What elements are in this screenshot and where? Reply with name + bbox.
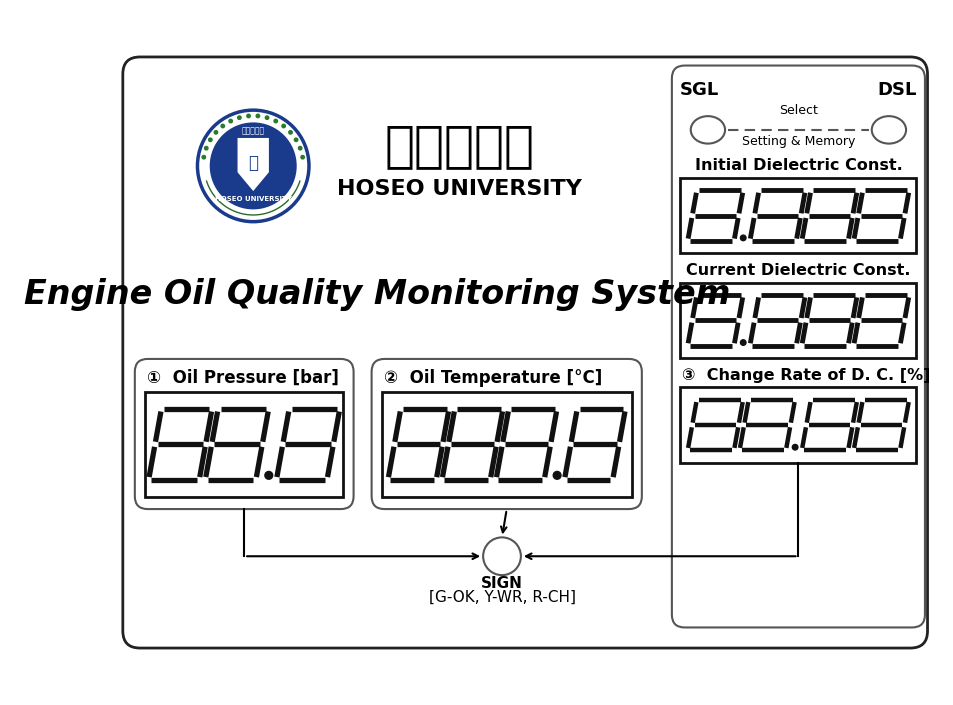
- Circle shape: [265, 116, 269, 119]
- Text: Initial Dielectric Const.: Initial Dielectric Const.: [694, 159, 902, 173]
- Text: ③  Change Rate of D. C. [%]: ③ Change Rate of D. C. [%]: [681, 368, 929, 383]
- Ellipse shape: [690, 116, 724, 144]
- Circle shape: [289, 130, 292, 134]
- Text: ①  Oil Pressure [bar]: ① Oil Pressure [bar]: [147, 369, 338, 387]
- Circle shape: [482, 537, 520, 575]
- Circle shape: [237, 116, 241, 119]
- Bar: [679, 178, 916, 253]
- Circle shape: [740, 235, 745, 240]
- Text: Select: Select: [779, 104, 817, 116]
- Circle shape: [265, 472, 273, 479]
- Circle shape: [247, 114, 250, 118]
- Circle shape: [553, 472, 560, 479]
- Circle shape: [740, 340, 745, 345]
- Text: ⛉: ⛉: [248, 154, 258, 172]
- Circle shape: [298, 147, 301, 150]
- Bar: [145, 391, 343, 497]
- Text: SIGN: SIGN: [480, 576, 522, 591]
- Bar: [679, 283, 916, 358]
- Bar: [679, 387, 916, 462]
- Circle shape: [300, 156, 304, 159]
- Circle shape: [221, 124, 224, 128]
- Circle shape: [229, 119, 233, 123]
- Text: ②  Oil Temperature [°C]: ② Oil Temperature [°C]: [383, 369, 601, 387]
- Circle shape: [197, 110, 309, 221]
- Text: 호서대학교: 호서대학교: [384, 122, 534, 170]
- Text: Current Dielectric Const.: Current Dielectric Const.: [685, 263, 910, 278]
- Bar: [381, 391, 631, 497]
- FancyBboxPatch shape: [372, 359, 641, 509]
- Text: Engine Oil Quality Monitoring System: Engine Oil Quality Monitoring System: [25, 278, 730, 311]
- Circle shape: [274, 119, 277, 123]
- Text: Setting & Memory: Setting & Memory: [740, 135, 854, 148]
- Circle shape: [210, 123, 296, 209]
- Circle shape: [282, 124, 285, 128]
- Text: 호서대학교: 호서대학교: [241, 127, 265, 136]
- FancyBboxPatch shape: [134, 359, 354, 509]
- Circle shape: [792, 444, 797, 450]
- Circle shape: [209, 138, 212, 142]
- Circle shape: [204, 147, 208, 150]
- Ellipse shape: [871, 116, 905, 144]
- FancyBboxPatch shape: [123, 57, 926, 648]
- Text: SGL: SGL: [679, 80, 719, 99]
- Text: HOSEO UNIVERSITY: HOSEO UNIVERSITY: [336, 179, 581, 199]
- Text: HOSEO UNIVERSITY: HOSEO UNIVERSITY: [214, 197, 292, 202]
- Text: DSL: DSL: [877, 80, 916, 99]
- Circle shape: [202, 156, 205, 159]
- Polygon shape: [236, 137, 270, 192]
- Circle shape: [256, 114, 259, 118]
- Circle shape: [214, 130, 217, 134]
- Circle shape: [294, 138, 297, 142]
- FancyBboxPatch shape: [671, 66, 924, 627]
- Text: [G-OK, Y-WR, R-CH]: [G-OK, Y-WR, R-CH]: [428, 590, 575, 605]
